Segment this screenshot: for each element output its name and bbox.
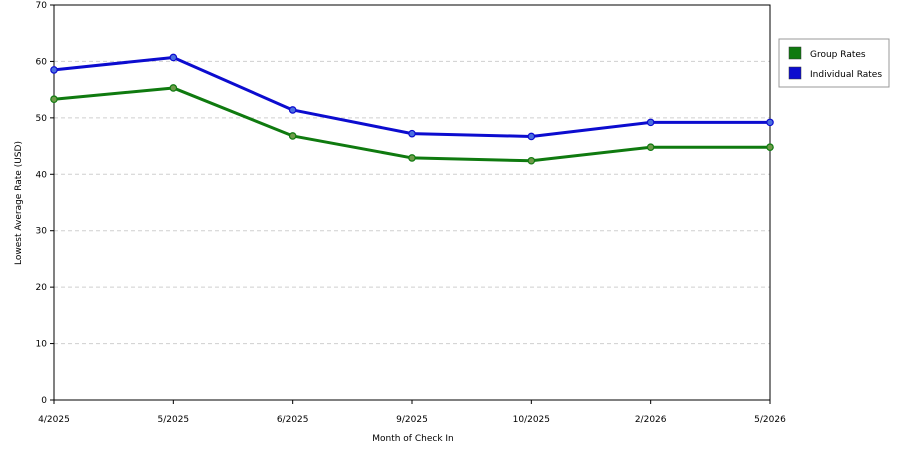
data-point-group-rates: [288, 132, 297, 140]
data-point-group-rates: [646, 143, 655, 152]
legend-label-group-rates: Group Rates: [810, 50, 866, 60]
y-axis-ticks: 0 10 20 30 40 50 60 70: [36, 1, 54, 406]
y-tick-label: 60: [36, 57, 48, 67]
data-point-group-rates: [408, 154, 416, 162]
y-tick-label: 10: [36, 340, 48, 350]
x-tick-label: 2/2026: [635, 415, 667, 425]
legend-swatch-individual-rates: [788, 66, 802, 80]
legend-label-individual-rates: Individual Rates: [810, 70, 882, 80]
y-tick-label: 40: [36, 170, 48, 180]
x-axis-ticks: 4/2025 5/2025 6/2025 9/2025 10/2025 2/2026 5/2…: [38, 400, 786, 425]
data-point-group-rates: [50, 95, 58, 104]
y-tick-label: 0: [41, 396, 47, 406]
data-point-group-rates: [169, 84, 178, 92]
x-axis-title: Month of Check In: [372, 434, 454, 444]
series-line-individual-rates: [53, 55, 770, 138]
y-tick-label: 70: [36, 1, 48, 11]
series-lines: [50, 53, 774, 165]
x-tick-label: 9/2025: [396, 415, 428, 425]
data-point-individual-rates: [169, 53, 178, 62]
x-tick-label: 10/2025: [513, 415, 550, 425]
chart-legend: Group Rates Individual Rates: [778, 38, 890, 88]
plot-area-frame: [53, 4, 771, 401]
data-point-individual-rates: [646, 118, 655, 127]
data-point-individual-rates: [50, 66, 58, 74]
data-point-individual-rates: [527, 132, 536, 141]
grid-lines: [54, 60, 770, 345]
data-point-group-rates: [527, 156, 536, 165]
data-point-individual-rates: [288, 106, 297, 114]
y-axis-title: Lowest Average Rate (USD): [14, 141, 24, 265]
y-tick-label: 20: [36, 283, 48, 293]
legend-swatch-group-rates: [788, 46, 802, 60]
y-tick-label: 50: [36, 114, 48, 124]
data-point-individual-rates: [408, 129, 416, 138]
x-tick-label: 5/2025: [157, 415, 189, 425]
x-tick-label: 4/2025: [38, 415, 70, 425]
data-point-group-rates: [766, 143, 774, 152]
series-line-group-rates: [53, 86, 770, 163]
y-tick-label: 30: [36, 227, 48, 237]
x-tick-label: 6/2025: [277, 415, 309, 425]
data-point-individual-rates: [766, 118, 774, 127]
x-tick-label: 5/2026: [754, 415, 786, 425]
